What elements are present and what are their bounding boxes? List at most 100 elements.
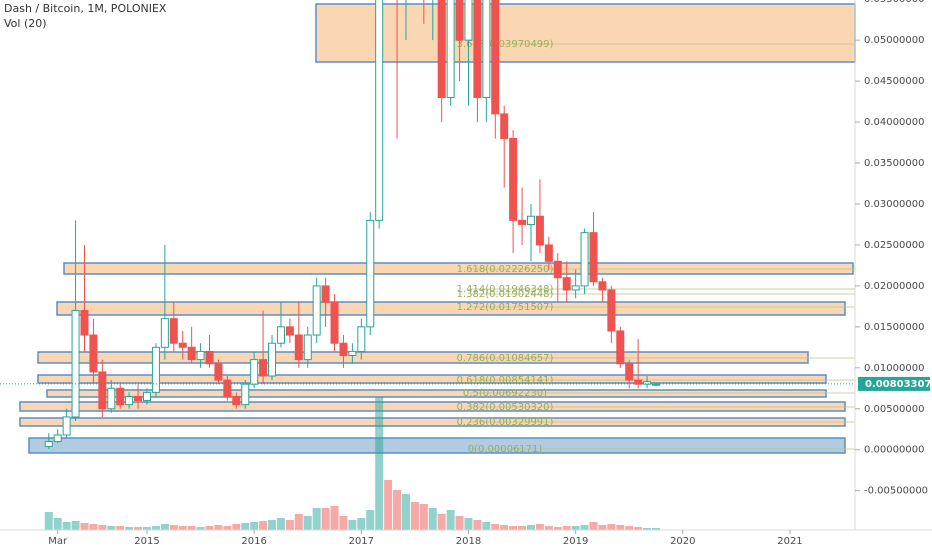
volume-bar — [616, 525, 625, 530]
volume-bar — [178, 526, 187, 530]
fib-label: 1.272(0.01751507) — [457, 302, 554, 313]
volume-bar — [482, 522, 491, 530]
volume-bar — [625, 526, 634, 530]
volume-bar — [437, 514, 446, 530]
candle-body — [357, 326, 366, 352]
candle-body — [223, 379, 232, 397]
y-tick-label: 0.03500000 — [864, 158, 924, 169]
volume-bar — [276, 518, 285, 530]
volume-bar — [303, 516, 312, 530]
candle-body — [571, 285, 580, 291]
y-tick-label: 0.04500000 — [864, 76, 924, 87]
volume-bar — [250, 522, 259, 530]
volume-bar — [428, 508, 437, 530]
candle-body — [285, 326, 294, 336]
candle-body — [535, 215, 544, 246]
candle-body — [178, 342, 187, 348]
volume-bar — [196, 527, 205, 530]
candle-body — [196, 350, 205, 361]
volume-bar — [473, 520, 482, 530]
fib-label: 0.382(0.00530320) — [457, 402, 554, 413]
volume-bar — [357, 518, 366, 530]
volume-bar — [598, 525, 607, 530]
volume-bar — [143, 527, 151, 530]
candle-body — [303, 334, 312, 361]
volume-bar — [393, 490, 402, 530]
volume-bar — [160, 524, 169, 530]
volume-bar — [330, 506, 339, 530]
volume-bar — [526, 525, 535, 530]
volume-bar — [62, 522, 71, 530]
candle-body — [71, 309, 80, 418]
candles — [44, 0, 661, 449]
candle-body — [348, 350, 357, 357]
x-tick-label: Mar — [48, 536, 68, 547]
candle-body — [116, 387, 125, 406]
y-tick-label: 0.03000000 — [864, 199, 924, 210]
zone — [37, 351, 809, 364]
volume-bar — [89, 524, 98, 530]
candle-body — [259, 359, 268, 377]
volume-bar — [71, 521, 80, 530]
y-tick-label: -0.00500000 — [864, 486, 928, 497]
volume-bar — [419, 504, 428, 530]
candle-body — [98, 371, 107, 410]
candle-body — [151, 346, 160, 393]
y-tick-label: 0.02000000 — [864, 281, 924, 292]
volume-bar — [151, 526, 160, 530]
volume-bar — [125, 527, 134, 530]
candle-body — [339, 342, 348, 357]
volume-bar — [259, 521, 268, 530]
candle-body — [125, 395, 134, 406]
volume-bar — [580, 525, 589, 530]
y-tick-label: 0.00500000 — [864, 404, 924, 415]
candle-body — [553, 260, 562, 279]
candle-body — [294, 334, 303, 361]
candle-body — [482, 0, 491, 98]
volume-bar — [535, 524, 544, 530]
candle-body — [214, 363, 223, 381]
volume-bar — [44, 512, 53, 530]
y-tick-label: 0.05500000 — [864, 0, 924, 5]
fib-label: 0.236(0.00329991) — [457, 417, 554, 428]
candle-body — [107, 387, 116, 410]
x-tick-label: 2020 — [670, 536, 695, 547]
candle-body — [598, 281, 607, 291]
candle-body — [544, 244, 553, 262]
x-tick-label: 2016 — [241, 536, 266, 547]
volume-bar — [268, 520, 277, 530]
candle-body — [473, 0, 482, 98]
candle-body — [241, 383, 250, 406]
fib-label: 0(0.00006171) — [468, 444, 543, 455]
volume-bar — [134, 527, 143, 530]
candle-body — [276, 326, 285, 344]
x-tick-label: 2017 — [349, 536, 374, 547]
axes: 0.05500000 0.05000000 0.04500000 0.04000000… — [48, 0, 928, 547]
candle-body — [437, 0, 446, 98]
volume-bar — [562, 526, 571, 530]
candle-body — [232, 395, 241, 406]
zone — [56, 301, 846, 316]
volume-pane — [44, 397, 661, 530]
fib-label: 0.618(0.00854141) — [457, 375, 554, 386]
candle-body — [44, 441, 53, 447]
y-tick-label: 0.01000000 — [864, 363, 924, 374]
volume-bar — [544, 526, 553, 530]
candle-body — [643, 381, 652, 385]
zone — [46, 389, 827, 398]
volume-bar — [652, 528, 661, 530]
volume-bar — [107, 526, 116, 530]
volume-bar — [116, 526, 125, 530]
candle-body — [634, 379, 643, 385]
volume-bar — [321, 508, 330, 530]
candle-body — [500, 113, 509, 139]
last-price-box — [858, 376, 930, 391]
fib-label: 1.414(0.01946348) — [457, 284, 554, 295]
candle-body — [652, 383, 661, 386]
candle-body — [143, 391, 151, 402]
candle-body — [89, 334, 98, 373]
volume-bar — [80, 523, 89, 530]
candle-body — [366, 219, 375, 328]
candle-body — [589, 232, 598, 283]
volume-bar — [446, 510, 455, 530]
